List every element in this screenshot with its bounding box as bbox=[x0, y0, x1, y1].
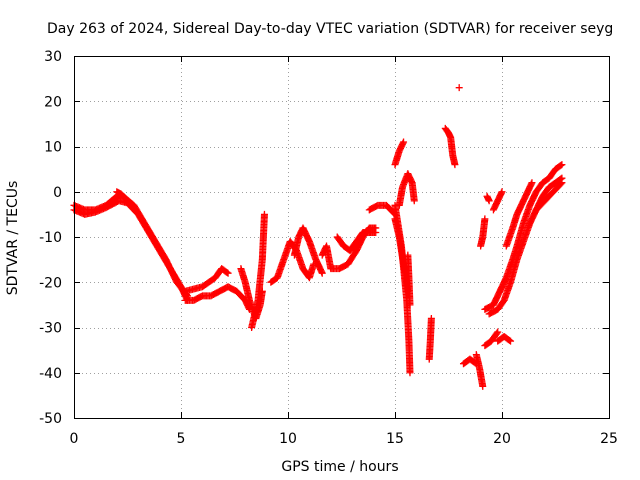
chart-title: Day 263 of 2024, Sidereal Day-to-day VTE… bbox=[47, 21, 613, 37]
data-point bbox=[557, 161, 565, 169]
data-point bbox=[557, 180, 565, 188]
data-point bbox=[406, 369, 414, 377]
data-point bbox=[406, 301, 414, 309]
x-tick-label: 5 bbox=[177, 431, 186, 447]
data-point bbox=[558, 179, 566, 187]
data-point bbox=[455, 84, 463, 92]
y-tick-label: 20 bbox=[44, 94, 62, 110]
data-point bbox=[223, 268, 231, 276]
plot-frame bbox=[74, 56, 610, 419]
y-tick-label: -30 bbox=[39, 321, 62, 337]
y-tick-label: 0 bbox=[53, 185, 62, 201]
data-point bbox=[318, 269, 326, 277]
data-point bbox=[260, 210, 268, 218]
data-point bbox=[494, 328, 502, 336]
data-point bbox=[485, 197, 493, 205]
data-points bbox=[70, 84, 566, 390]
data-point bbox=[507, 337, 515, 345]
data-point bbox=[224, 269, 232, 277]
data-point bbox=[427, 314, 435, 322]
y-tick-label: -50 bbox=[39, 411, 62, 427]
data-point bbox=[479, 382, 487, 390]
data-point bbox=[400, 138, 408, 146]
x-tick-label: 15 bbox=[386, 431, 404, 447]
data-point bbox=[410, 197, 418, 205]
y-tick-label: -10 bbox=[39, 230, 62, 246]
data-point bbox=[498, 188, 506, 196]
data-point bbox=[558, 161, 566, 169]
data-point bbox=[121, 194, 129, 202]
data-point bbox=[372, 228, 380, 236]
x-tick-label: 0 bbox=[70, 431, 79, 447]
data-point bbox=[121, 195, 129, 203]
x-tick-label: 10 bbox=[279, 431, 297, 447]
data-point bbox=[481, 215, 489, 223]
x-axis-label: GPS time / hours bbox=[281, 459, 398, 475]
x-tick-label: 25 bbox=[600, 431, 618, 447]
y-axis-label: SDTVAR / TECUs bbox=[5, 181, 21, 296]
data-point bbox=[528, 179, 536, 187]
tick-labels: 0 5 10 15 20 25 -50 -40 -30 -20 -10 0 10 20 30 bbox=[39, 49, 618, 447]
data-point bbox=[505, 336, 513, 344]
data-point bbox=[451, 161, 459, 169]
data-point bbox=[493, 329, 501, 337]
grid-lines bbox=[74, 56, 609, 418]
y-tick-label: -40 bbox=[39, 366, 62, 382]
x-tick-label: 20 bbox=[493, 431, 511, 447]
y-tick-label: -20 bbox=[39, 275, 62, 291]
y-tick-label: 30 bbox=[44, 49, 62, 65]
y-tick-label: 10 bbox=[44, 140, 62, 156]
